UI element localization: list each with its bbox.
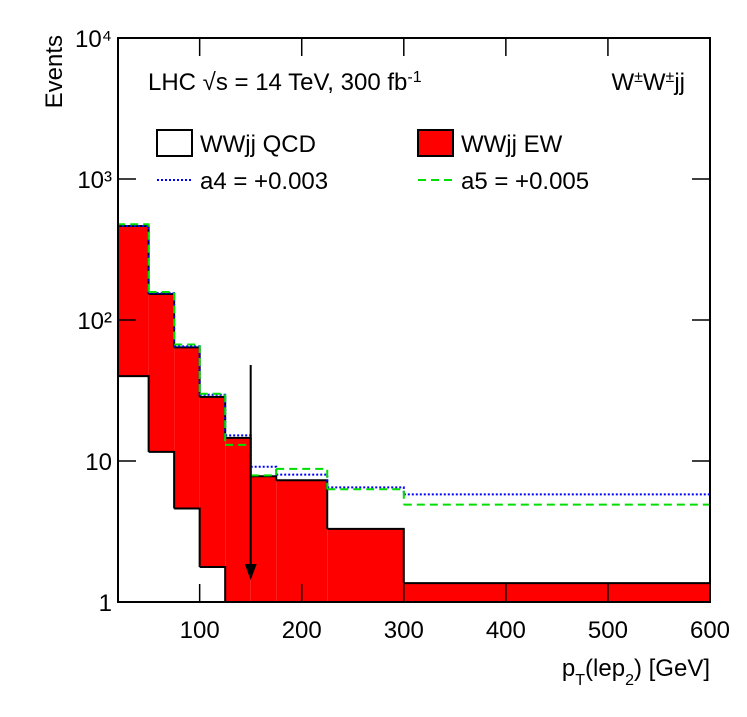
x-axis-label-part: p <box>562 655 575 682</box>
qcd-bar <box>174 508 200 602</box>
step-line <box>403 582 710 602</box>
process-label-part: W <box>643 69 666 96</box>
x-tick-label: 400 <box>486 617 526 644</box>
ew-bar <box>250 476 277 602</box>
step-line <box>199 566 227 602</box>
y-axis-label: Events <box>41 35 68 108</box>
ew-bar <box>174 347 200 509</box>
y-tick-label: 10³ <box>77 167 112 194</box>
ew-bar <box>199 396 226 568</box>
x-tick-label: 100 <box>180 617 220 644</box>
step-line <box>118 223 150 602</box>
annotation-part: LHC √s = 14 TeV, 300 fb <box>148 69 407 96</box>
step-line <box>276 467 329 490</box>
annotation: LHC √s = 14 TeV, 300 fb-1 <box>148 69 422 97</box>
ew-bar <box>148 293 175 452</box>
legend-label: WWjj EW <box>461 131 563 158</box>
legend-label: a5 = +0.005 <box>461 168 589 195</box>
legend-swatch <box>156 129 193 157</box>
qcd-bar <box>199 567 226 602</box>
step-line <box>118 375 150 602</box>
x-tick-label: 300 <box>384 617 424 644</box>
x-axis-label-part: T <box>575 672 585 689</box>
x-axis-label-part: 2 <box>625 672 634 689</box>
step-line <box>174 343 201 394</box>
plot-area <box>118 223 710 602</box>
step-line <box>174 507 201 568</box>
step-line <box>276 473 329 488</box>
ew-bar <box>118 226 149 377</box>
process-label-part: jj <box>673 69 685 96</box>
qcd-bar <box>148 451 175 602</box>
x-axis-label: pT(lep2) [GeV] <box>562 655 710 689</box>
legend-swatch <box>417 129 454 157</box>
step-line <box>250 475 278 481</box>
axes: 1 10 10² 10³ 10⁴ 100 200 300 400 500 600 Events pT(l… <box>41 26 730 689</box>
step-line <box>250 468 278 477</box>
y-tick-label: 1 <box>99 590 112 617</box>
x-tick-label: 200 <box>282 617 322 644</box>
y-tick-label: 10² <box>77 308 112 335</box>
legend-label: a4 = +0.003 <box>200 168 328 195</box>
legend-label: WWjj QCD <box>200 131 316 158</box>
ew-bar <box>403 583 710 602</box>
x-axis-label-part: ) [GeV] <box>634 655 710 682</box>
y-tick-label: 10 <box>85 449 112 476</box>
x-tick-label: 600 <box>690 617 730 644</box>
ew-bar <box>276 480 328 602</box>
x-tick-label: 500 <box>588 617 628 644</box>
step-line <box>250 465 278 475</box>
qcd-bar <box>118 376 149 602</box>
process-label-part: ± <box>666 69 675 86</box>
process-label: W±W±jj <box>611 69 685 97</box>
ew-bar <box>327 528 404 602</box>
ew-bar <box>225 437 251 602</box>
step-line <box>327 527 405 584</box>
step-line <box>148 450 176 509</box>
process-label-part: ± <box>634 69 643 86</box>
annotation-part: -1 <box>407 69 421 86</box>
cut-arrow-head <box>244 564 257 580</box>
y-tick-label: 10⁴ <box>75 26 112 53</box>
process-label-part: W <box>611 69 634 96</box>
step-line <box>199 392 227 445</box>
x-axis-label-part: (lep <box>585 655 625 682</box>
